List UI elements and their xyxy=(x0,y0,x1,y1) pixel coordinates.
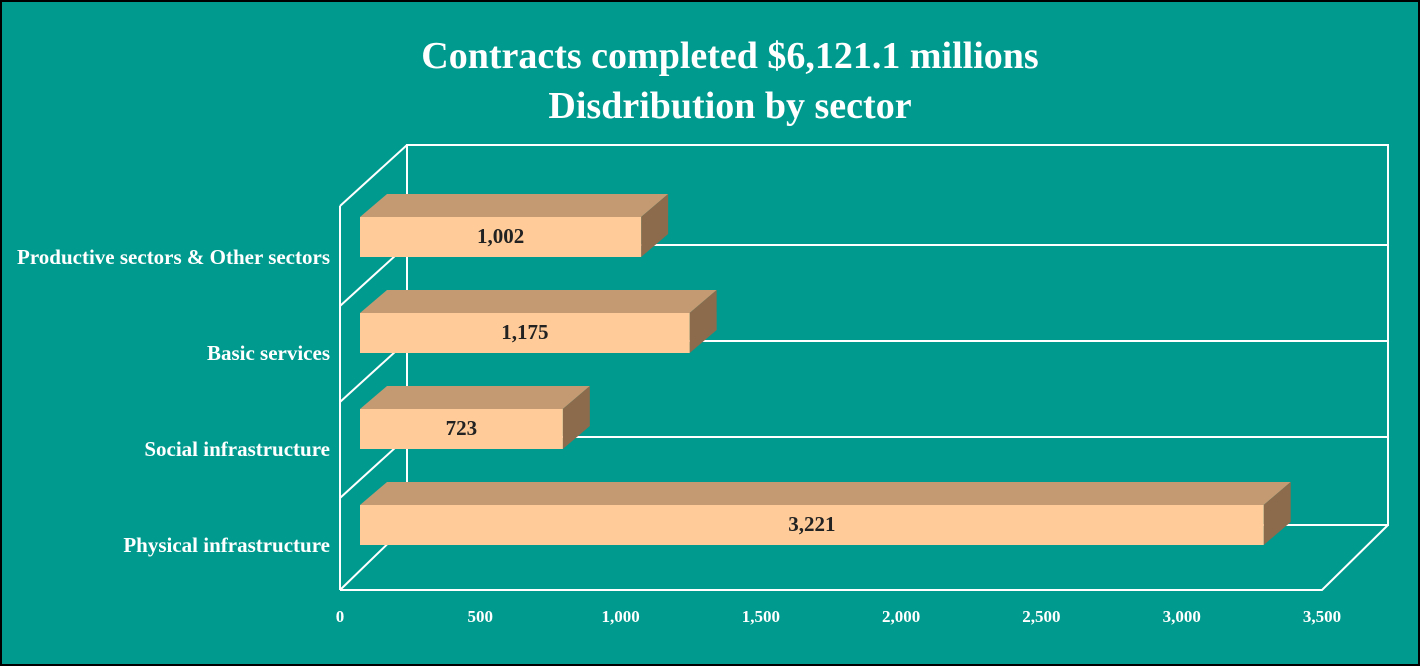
x-tick-label: 0 xyxy=(336,607,345,626)
x-tick-label: 3,500 xyxy=(1303,607,1341,626)
category-label: Social infrastructure xyxy=(144,437,330,461)
category-label: Physical infrastructure xyxy=(123,533,330,557)
x-tick-label: 1,000 xyxy=(601,607,639,626)
bar xyxy=(360,217,642,257)
chart-title: Contracts completed $6,121.1 millions xyxy=(421,35,1039,77)
value-label: 1,002 xyxy=(477,224,524,248)
left-top-edge xyxy=(339,144,408,207)
bar-top xyxy=(360,194,669,217)
x-tick-label: 1,500 xyxy=(742,607,780,626)
value-label: 1,175 xyxy=(501,320,548,344)
bar-top xyxy=(360,482,1291,505)
bar-side xyxy=(641,194,669,257)
bar-top xyxy=(360,386,590,409)
x-tick-label: 3,000 xyxy=(1163,607,1201,626)
value-label: 723 xyxy=(446,416,478,440)
x-tick-label: 500 xyxy=(468,607,494,626)
value-label: 3,221 xyxy=(788,512,835,536)
x-tick-label: 2,500 xyxy=(1022,607,1060,626)
bar-side xyxy=(1263,482,1291,545)
bar xyxy=(360,313,690,353)
category-label: Basic services xyxy=(206,341,330,365)
bar-top xyxy=(360,290,717,313)
x-tick-label: 2,000 xyxy=(882,607,920,626)
bar-side xyxy=(562,386,590,449)
floor xyxy=(340,524,1389,591)
bar-side xyxy=(689,290,717,353)
bar xyxy=(360,409,563,449)
bar xyxy=(360,505,1264,545)
category-label: Productive sectors & Other sectors xyxy=(17,245,330,269)
chart-subtitle: Disdribution by sector xyxy=(548,85,912,127)
